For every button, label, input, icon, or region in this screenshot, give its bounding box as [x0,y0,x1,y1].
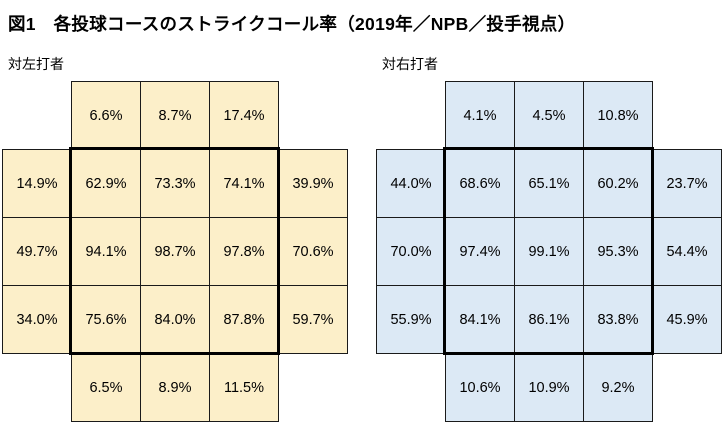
figure-title: 図1 各投球コースのストライクコール率（2019年／NPB／投手視点） [8,14,576,34]
zone-cell: 4.5% [514,81,584,150]
zone-cell-empty [278,81,348,150]
zone-cell-empty [376,353,446,422]
zone-cell-empty [652,81,722,150]
pitch-zone-grid-left: 6.6% 8.7% 17.4% 14.9% 62.9% 73.3% 74.1% … [2,81,348,422]
zone-cell: 94.1% [71,217,141,286]
panel-label-vs-left-batter: 対左打者 [8,56,64,72]
zone-cell: 99.1% [514,217,584,286]
panel-vs-right-batter: 対右打者 4.1% 4.5% 10.8% 44.0% 68.6% 65.1% 6… [376,55,722,422]
zone-cell: 44.0% [376,149,446,218]
zone-cell: 70.6% [278,217,348,286]
zone-row: 70.0% 97.4% 99.1% 95.3% 54.4% [376,217,722,286]
zone-cell: 98.7% [140,217,210,286]
pitch-zone-table-right: 4.1% 4.5% 10.8% 44.0% 68.6% 65.1% 60.2% … [376,81,722,422]
zone-cell: 45.9% [652,285,722,354]
zone-row: 44.0% 68.6% 65.1% 60.2% 23.7% [376,149,722,218]
pitch-zone-grid-right: 4.1% 4.5% 10.8% 44.0% 68.6% 65.1% 60.2% … [376,81,722,422]
zone-cell: 4.1% [445,81,515,150]
zone-row: 34.0% 75.6% 84.0% 87.8% 59.7% [2,285,348,354]
zone-cell: 65.1% [514,149,584,218]
zone-cell: 62.9% [71,149,141,218]
zone-cell: 73.3% [140,149,210,218]
zone-cell: 39.9% [278,149,348,218]
zone-cell: 84.1% [445,285,515,354]
zone-cell: 14.9% [2,149,72,218]
zone-cell: 86.1% [514,285,584,354]
zone-cell: 55.9% [376,285,446,354]
zone-cell: 49.7% [2,217,72,286]
zone-cell: 6.5% [71,353,141,422]
zone-cell: 8.9% [140,353,210,422]
panel-vs-left-batter: 対左打者 6.6% 8.7% 17.4% 14.9% 62.9% 73.3% 7… [2,55,348,422]
zone-row: 6.5% 8.9% 11.5% [2,353,348,422]
zone-cell: 97.8% [209,217,279,286]
zone-row: 55.9% 84.1% 86.1% 83.8% 45.9% [376,285,722,354]
zone-cell-empty [652,353,722,422]
zone-cell: 84.0% [140,285,210,354]
zone-row: 14.9% 62.9% 73.3% 74.1% 39.9% [2,149,348,218]
zone-cell: 10.6% [445,353,515,422]
zone-row: 6.6% 8.7% 17.4% [2,81,348,150]
zone-cell-empty [278,353,348,422]
zone-cell: 59.7% [278,285,348,354]
zone-row: 49.7% 94.1% 98.7% 97.8% 70.6% [2,217,348,286]
zone-cell: 9.2% [583,353,653,422]
zone-row: 10.6% 10.9% 9.2% [376,353,722,422]
zone-cell: 87.8% [209,285,279,354]
zone-cell: 23.7% [652,149,722,218]
zone-cell: 60.2% [583,149,653,218]
zone-cell-empty [2,81,72,150]
zone-cell-empty [2,353,72,422]
zone-cell: 74.1% [209,149,279,218]
pitch-zone-table-left: 6.6% 8.7% 17.4% 14.9% 62.9% 73.3% 74.1% … [2,81,348,422]
zone-cell: 70.0% [376,217,446,286]
zone-cell: 8.7% [140,81,210,150]
panel-label-vs-right-batter: 対右打者 [382,56,438,72]
zone-cell: 54.4% [652,217,722,286]
zone-cell: 95.3% [583,217,653,286]
zone-cell: 11.5% [209,353,279,422]
zone-cell: 6.6% [71,81,141,150]
zone-cell: 75.6% [71,285,141,354]
zone-cell: 83.8% [583,285,653,354]
zone-cell: 34.0% [2,285,72,354]
zone-cell: 17.4% [209,81,279,150]
zone-cell: 68.6% [445,149,515,218]
zone-cell: 10.8% [583,81,653,150]
zone-cell: 10.9% [514,353,584,422]
zone-cell: 97.4% [445,217,515,286]
zone-cell-empty [376,81,446,150]
zone-row: 4.1% 4.5% 10.8% [376,81,722,150]
